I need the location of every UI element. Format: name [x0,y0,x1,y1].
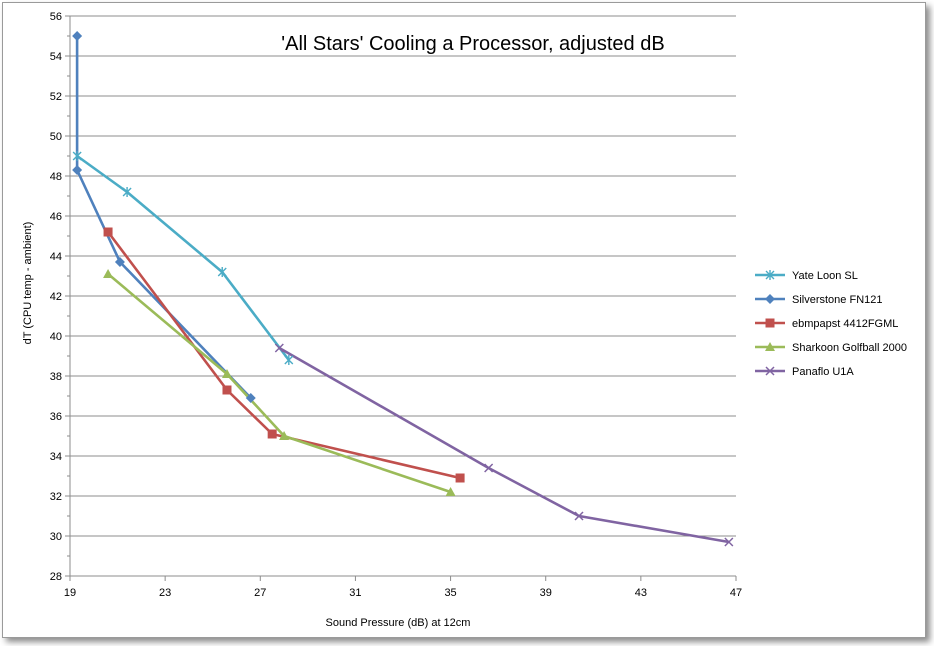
series-line-2 [75,36,252,399]
series-lines [75,36,730,544]
data-point-4 [445,487,456,496]
legend-label: Yate Loon SL [792,270,858,282]
y-tick-label: 48 [50,171,62,183]
legend-swatch-marker [765,318,775,328]
y-tick-label: 42 [50,291,62,303]
y-tick-label: 44 [50,251,62,263]
y-tick-label: 46 [50,211,62,223]
x-tick-label: 35 [444,587,456,599]
data-point-3 [103,227,113,237]
y-tick-label: 40 [50,331,62,343]
x-axis-title: Sound Pressure (dB) at 12cm [326,617,471,629]
y-tick-label: 36 [50,411,62,423]
y-tick-label: 56 [50,11,62,23]
data-point-3 [222,385,232,395]
x-tick-label: 19 [64,587,76,599]
data-point-4 [279,431,290,440]
gridlines [70,15,736,577]
data-point-1 [122,187,132,197]
x-tick-label: 43 [635,587,647,599]
x-tick-label: 27 [254,587,266,599]
x-tick-label: 23 [159,587,171,599]
legend: Yate Loon SL Silverstone FN121 ebmpapst 44… [755,270,907,378]
x-tick-label: 31 [349,587,361,599]
data-point-1 [217,267,227,277]
series-line-4 [107,273,452,494]
data-point-2 [245,393,256,403]
legend-swatch-marker [765,270,775,280]
legend-swatch-marker [765,366,775,376]
axes [65,15,737,581]
y-tick-label: 54 [50,51,62,63]
series-markers [72,31,734,547]
data-point-5 [484,463,494,473]
legend-swatch-marker [765,294,775,304]
y-tick-label: 50 [50,131,62,143]
data-point-3 [267,429,277,439]
y-tick-label: 30 [50,531,62,543]
line-chart: 28 30 32 34 36 38 40 42 44 46 48 50 52 54 56 19 23 27 31 35… [22,11,907,629]
legend-swatch-marker [765,342,775,351]
data-point-2 [72,165,83,175]
data-point-5 [574,511,584,521]
series-line-3 [107,231,461,480]
data-point-1 [284,355,294,365]
y-axis-title: dT (CPU temp - ambient) [22,222,34,345]
series-line-1 [76,154,290,361]
y-tick-label: 38 [50,371,62,383]
legend-label: ebmpapst 4412FGML [792,318,898,330]
y-tick-label: 34 [50,451,62,463]
y-tick-label: 32 [50,491,62,503]
chart-frame: 28 30 32 34 36 38 40 42 44 46 48 50 52 54 56 19 23 27 31 35… [2,2,926,638]
data-point-3 [455,473,465,483]
x-tick-label: 39 [540,587,552,599]
data-point-5 [274,343,284,353]
series-line-5 [278,346,730,544]
data-point-1 [72,151,82,161]
x-tick-label: 47 [730,587,742,599]
data-point-4 [103,269,114,278]
data-point-2 [72,31,83,41]
data-point-4 [221,369,232,378]
legend-label: Panaflo U1A [792,366,854,378]
tick-labels: 28 30 32 34 36 38 40 42 44 46 48 50 52 54 56 19 23 27 31 35… [50,11,742,599]
legend-label: Silverstone FN121 [792,294,883,306]
chart-title: 'All Stars' Cooling a Processor, adjuste… [281,33,664,55]
data-point-2 [114,257,125,267]
data-point-5 [724,537,734,547]
y-tick-label: 52 [50,91,62,103]
legend-label: Sharkoon Golfball 2000 [792,342,907,354]
y-tick-label: 28 [50,571,62,583]
